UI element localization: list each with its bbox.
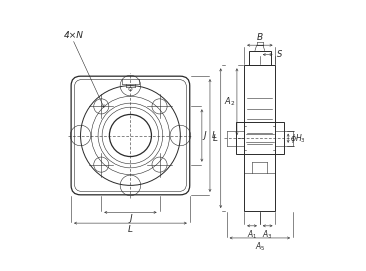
Text: S: S [277, 50, 283, 59]
Text: 4×N: 4×N [64, 31, 84, 40]
Text: $\phi H_3$: $\phi H_3$ [290, 132, 306, 145]
Text: J: J [203, 131, 206, 140]
Text: J: J [129, 214, 132, 224]
Text: B: B [257, 34, 263, 43]
Text: L: L [212, 131, 217, 140]
Bar [244, 65, 276, 211]
Text: L: L [128, 225, 133, 234]
Text: $A_2$: $A_2$ [224, 96, 235, 108]
Text: $A_5$: $A_5$ [255, 241, 265, 253]
Text: L: L [213, 134, 218, 143]
Bar [249, 51, 271, 65]
Text: $A_3$: $A_3$ [262, 228, 273, 241]
Text: $A_1$: $A_1$ [247, 228, 257, 241]
Bar [236, 122, 284, 154]
